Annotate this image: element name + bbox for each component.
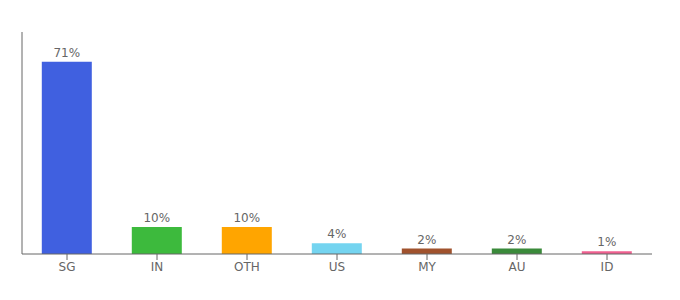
- svg-text:IN: IN: [151, 260, 164, 274]
- svg-text:US: US: [329, 260, 345, 274]
- svg-text:ID: ID: [601, 260, 614, 274]
- svg-text:2%: 2%: [417, 233, 436, 247]
- svg-text:71%: 71%: [53, 46, 80, 60]
- svg-text:10%: 10%: [233, 211, 260, 225]
- svg-text:OTH: OTH: [234, 260, 260, 274]
- svg-text:MY: MY: [418, 260, 436, 274]
- svg-text:1%: 1%: [597, 235, 616, 249]
- svg-text:2%: 2%: [507, 233, 526, 247]
- svg-text:SG: SG: [59, 260, 76, 274]
- svg-text:AU: AU: [509, 260, 526, 274]
- svg-text:4%: 4%: [327, 227, 346, 241]
- svg-text:10%: 10%: [143, 211, 170, 225]
